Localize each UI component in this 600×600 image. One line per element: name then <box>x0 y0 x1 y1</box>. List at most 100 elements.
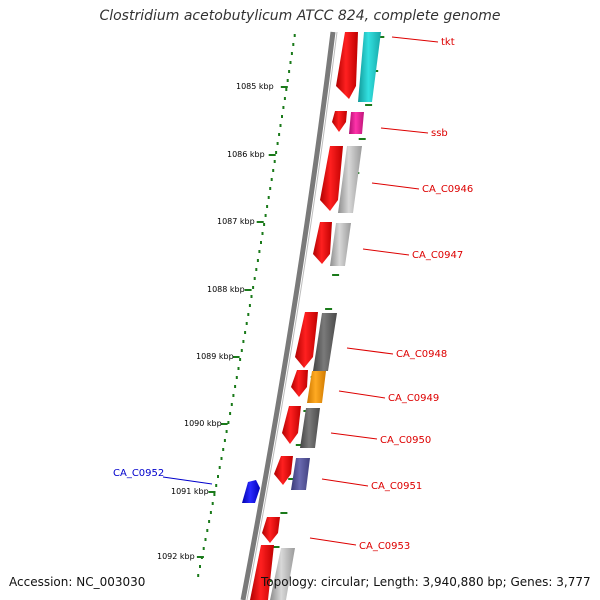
scale-dot <box>278 133 281 136</box>
scale-dot <box>290 52 293 55</box>
gene-tkt[interactable] <box>336 32 358 99</box>
scale-label: 1087 kbp <box>217 217 255 226</box>
scale-dot <box>218 466 221 469</box>
scale-dot <box>197 574 200 577</box>
scale-dot <box>286 79 289 82</box>
accession-text: Accession: NC_003030 <box>9 575 146 589</box>
scale-dot <box>285 88 288 91</box>
scale-major-tick <box>256 221 264 223</box>
gene-label-CA_C0952[interactable]: CA_C0952 <box>113 468 164 479</box>
scale-label: 1090 kbp <box>184 419 222 428</box>
gene-label-CA_C0947[interactable]: CA_C0947 <box>412 250 463 261</box>
CA_C0948-function-block <box>313 313 337 371</box>
gene-CA_C0953[interactable] <box>262 517 280 543</box>
scale-dot <box>211 502 214 505</box>
scale-dot <box>245 322 248 325</box>
scale-dot <box>279 124 282 127</box>
gene-label-ssb[interactable]: ssb <box>431 128 448 139</box>
scale-dot <box>227 421 230 424</box>
gene-CA_C0950[interactable] <box>282 406 301 444</box>
gene-CA_C0949[interactable] <box>291 370 308 397</box>
gene-ssb[interactable] <box>332 111 347 132</box>
scale-major-tick <box>232 356 240 358</box>
scale-major-tick <box>280 86 288 88</box>
CA_C0950-function-block <box>300 408 320 448</box>
scale-dot <box>204 538 207 541</box>
scale-dot <box>255 268 258 271</box>
scale-dot <box>261 232 264 235</box>
scale-dot <box>252 286 255 289</box>
scale-dot <box>247 313 250 316</box>
function-track <box>270 32 381 600</box>
scale-dot <box>230 403 233 406</box>
scale-label: 1086 kbp <box>227 150 265 159</box>
scale-dot <box>292 43 295 46</box>
scale-dot <box>202 547 205 550</box>
gene-CA_C0948[interactable] <box>295 312 318 368</box>
backbone-tick <box>377 36 385 38</box>
gene-label-tkt[interactable]: tkt <box>441 37 455 48</box>
gene-label-CA_C0949[interactable]: CA_C0949 <box>388 393 439 404</box>
scale-dot <box>248 304 251 307</box>
scale-dot <box>225 430 228 433</box>
next-function-block <box>270 548 295 600</box>
CA_C0951-function-block <box>291 458 310 490</box>
scale-dot <box>275 151 278 154</box>
scale-dot <box>289 61 292 64</box>
scale-dot <box>244 331 247 334</box>
scale-label: 1092 kbp <box>157 552 195 561</box>
ssb-function-block <box>349 112 364 134</box>
CA_C0947-function-block <box>330 223 351 266</box>
gene-labels: tkt ssb CA_C0946 CA_C0947 CA_C0948 CA_C0… <box>113 37 473 552</box>
backbone-tick <box>288 478 296 480</box>
gene-CA_C0947[interactable] <box>313 222 332 264</box>
scale-labels: 1085 kbp 1086 kbp 1087 kbp 1088 kbp 1089… <box>157 82 274 561</box>
scale-dot <box>267 196 270 199</box>
scale-dot <box>223 439 226 442</box>
gene-CA_C0951[interactable] <box>274 456 293 485</box>
scale-dot <box>235 376 238 379</box>
gene-label-CA_C0951[interactable]: CA_C0951 <box>371 481 422 492</box>
gene-label-CA_C0950[interactable]: CA_C0950 <box>380 435 431 446</box>
backbone-tick <box>325 308 333 310</box>
gene-next-red[interactable] <box>250 545 274 600</box>
gene-CA_C0946[interactable] <box>320 146 343 211</box>
scale-dot <box>213 493 216 496</box>
forward-strand-genes <box>250 32 358 600</box>
label-leaders <box>162 36 439 546</box>
gene-label-CA_C0948[interactable]: CA_C0948 <box>396 349 447 360</box>
map-title: Clostridium acetobutylicum ATCC 824, com… <box>99 8 501 24</box>
backbone-tick <box>332 274 340 276</box>
scale-dot <box>237 367 240 370</box>
scale-label: 1091 kbp <box>171 487 209 496</box>
scale-dot <box>220 457 223 460</box>
scale-dot <box>263 223 266 226</box>
gene-label-CA_C0946[interactable]: CA_C0946 <box>422 184 473 195</box>
scale-dot <box>281 115 283 118</box>
scale-dot <box>258 250 261 253</box>
scale-dot <box>242 340 245 343</box>
scale-label: 1088 kbp <box>207 285 245 294</box>
scale-dot <box>253 277 256 280</box>
scale-dot <box>264 214 267 217</box>
gene-label-CA_C0953[interactable]: CA_C0953 <box>359 541 410 552</box>
scale-dot <box>293 34 296 37</box>
scale-dot <box>283 97 286 100</box>
scale-dot <box>270 178 273 181</box>
scale-major-tick <box>268 154 276 156</box>
scale-dot <box>208 520 211 523</box>
scale-major-tick <box>208 491 216 493</box>
scale-dot <box>217 475 219 478</box>
scale-dot <box>199 565 201 568</box>
scale-dot <box>229 412 232 415</box>
scale-dot <box>260 241 262 244</box>
backbone-tick <box>295 444 303 446</box>
tkt-function-block <box>358 32 381 102</box>
scale-dot <box>240 349 243 352</box>
scale-dot <box>239 358 242 361</box>
genome-backbone <box>240 31 338 600</box>
gene-CA_C0952[interactable] <box>242 480 260 503</box>
topology-text: Topology: circular; Length: 3,940,880 bp… <box>261 575 591 589</box>
scale-dot <box>269 187 272 190</box>
scale-label: 1085 kbp <box>236 82 274 91</box>
